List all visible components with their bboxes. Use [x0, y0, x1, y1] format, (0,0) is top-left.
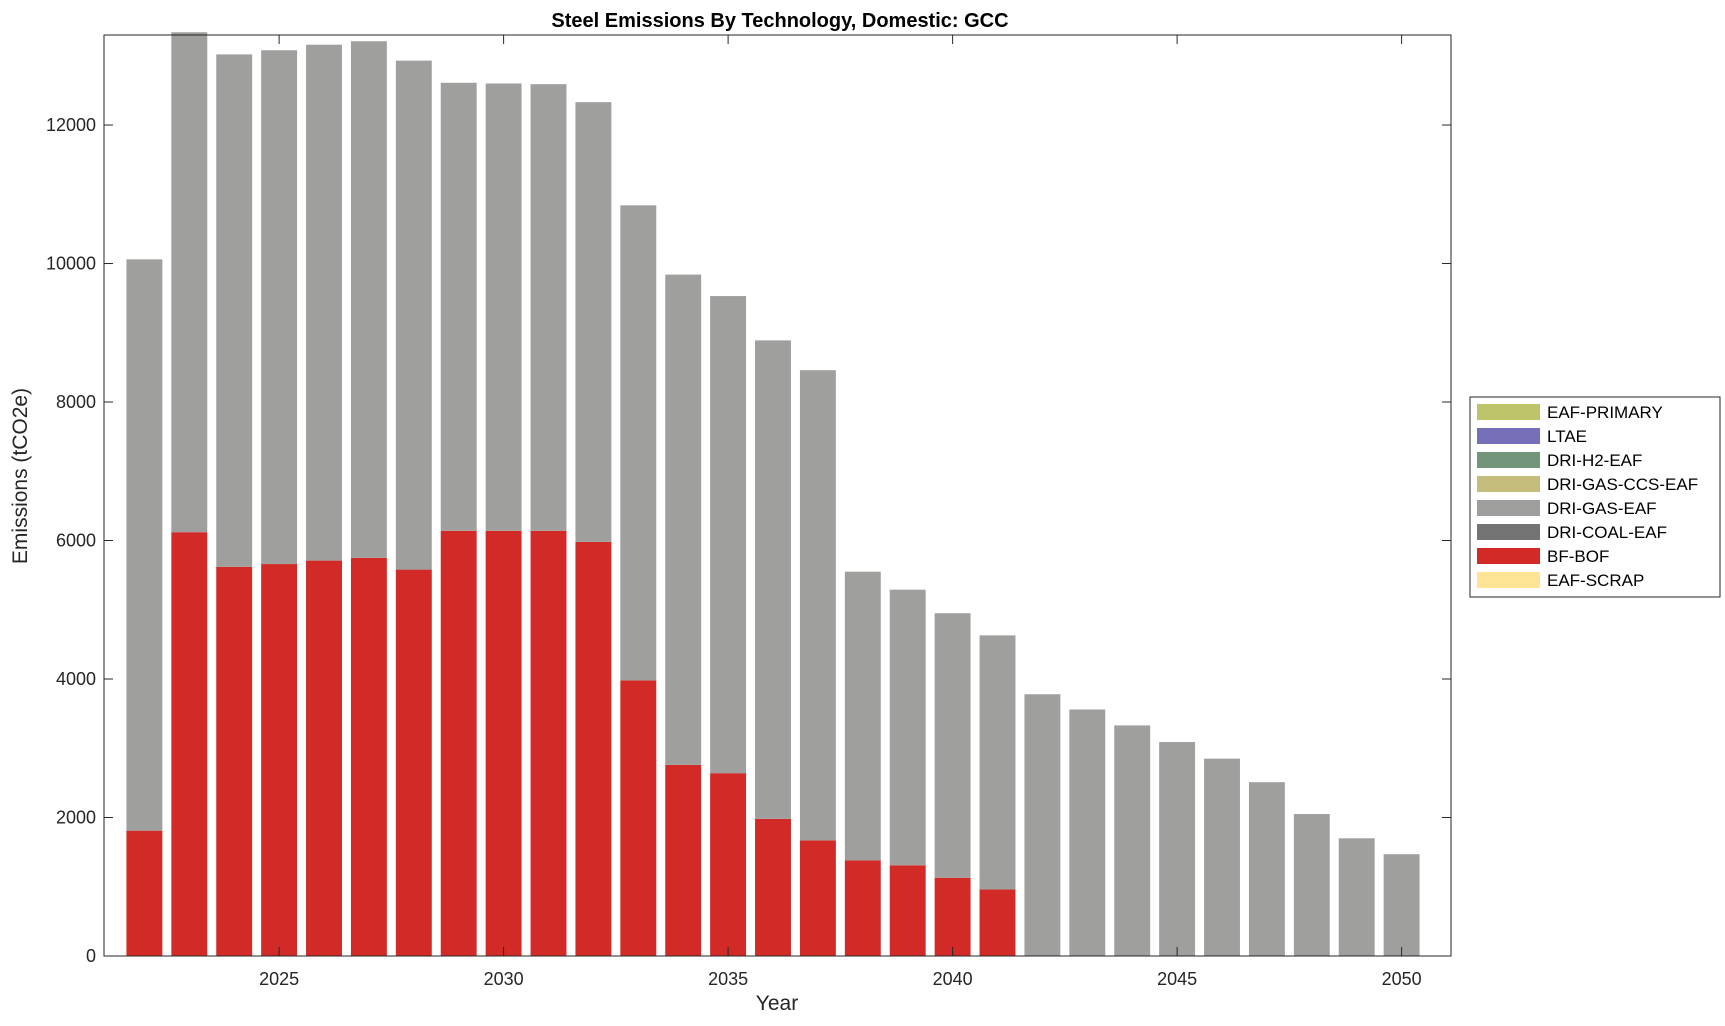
bar-dri-gas-eaf-2037 [799, 370, 836, 841]
legend-swatch-ltae [1477, 428, 1540, 444]
bar-dri-gas-eaf-2046 [1204, 758, 1240, 956]
bar-bf-bof-2024 [216, 566, 253, 956]
legend-label-dri-gas-ccs-eaf: DRI-GAS-CCS-EAF [1547, 475, 1698, 494]
bar-dri-gas-eaf-2034 [665, 274, 702, 765]
bar-dri-gas-eaf-2025 [261, 50, 298, 565]
y-tick-label: 6000 [56, 531, 96, 551]
legend-swatch-eaf-scrap [1477, 572, 1540, 588]
axes-layer: 2025 2030 2035 2040 2045 2050 0 2000 4000 6000 800… [46, 34, 1452, 989]
bar-dri-gas-eaf-2048 [1293, 814, 1330, 956]
bar-dri-gas-eaf-2024 [216, 54, 253, 567]
bar-dri-gas-eaf-2027 [350, 41, 387, 558]
bar-dri-gas-eaf-2033 [620, 205, 657, 681]
bar-bf-bof-2026 [306, 560, 342, 956]
chart-title: Steel Emissions By Technology, Domestic:… [551, 10, 1008, 32]
bar-bf-bof-2040 [934, 877, 971, 956]
bar-dri-gas-eaf-2050 [1383, 854, 1420, 956]
y-tick-label: 12000 [46, 115, 96, 135]
bar-dri-gas-eaf-2035 [710, 296, 747, 774]
legend-label-dri-gas-eaf: DRI-GAS-EAF [1547, 499, 1657, 518]
x-tick-label: 2050 [1382, 969, 1422, 989]
bar-bf-bof-2034 [665, 764, 702, 956]
legend-box [1469, 396, 1721, 598]
legend-swatch-eaf-primary [1477, 404, 1540, 420]
y-tick-label: 4000 [56, 669, 96, 689]
bar-dri-gas-eaf-2039 [889, 589, 926, 866]
legend-swatch-dri-h2-eaf [1477, 452, 1540, 468]
legend-swatch-dri-coal-eaf [1477, 524, 1540, 540]
legend-swatch-dri-gas-ccs-eaf [1477, 476, 1540, 492]
y-tick-label: 10000 [46, 254, 96, 274]
bar-bf-bof-2041 [979, 889, 1016, 956]
bar-bf-bof-2022 [126, 830, 163, 956]
bar-bf-bof-2028 [395, 569, 432, 956]
x-tick-label: 2030 [484, 969, 524, 989]
bars-layer [126, 32, 1420, 956]
legend-label-dri-h2-eaf: DRI-H2-EAF [1547, 451, 1642, 470]
x-axis-title: Year [756, 992, 798, 1015]
bar-dri-gas-eaf-2043 [1069, 709, 1106, 956]
bar-dri-gas-eaf-2049 [1338, 838, 1375, 956]
bar-bf-bof-2033 [620, 680, 657, 956]
bar-dri-gas-eaf-2031 [530, 84, 567, 531]
bar-dri-gas-eaf-2030 [485, 83, 522, 531]
bar-dri-gas-eaf-2029 [440, 82, 477, 531]
legend-swatch-dri-gas-eaf [1477, 500, 1540, 516]
y-tick-label: 0 [86, 946, 96, 966]
bar-bf-bof-2025 [261, 564, 298, 956]
bar-dri-gas-eaf-2040 [934, 613, 971, 878]
bar-bf-bof-2029 [440, 530, 477, 956]
bar-bf-bof-2036 [755, 818, 791, 956]
bar-bf-bof-2031 [530, 530, 567, 956]
bar-dri-gas-eaf-2047 [1248, 782, 1285, 956]
bar-dri-gas-eaf-2044 [1114, 725, 1151, 956]
bar-bf-bof-2032 [575, 541, 612, 956]
legend: EAF-PRIMARY LTAE DRI-H2-EAF DRI-GAS-CCS-EAF… [1469, 396, 1721, 598]
bar-bf-bof-2039 [889, 865, 926, 956]
bar-dri-gas-eaf-2032 [575, 102, 612, 542]
legend-label-eaf-primary: EAF-PRIMARY [1547, 403, 1663, 422]
y-tick-label: 2000 [56, 808, 96, 828]
legend-label-ltae: LTAE [1547, 427, 1587, 446]
x-tick-label: 2045 [1157, 969, 1197, 989]
bar-bf-bof-2037 [799, 840, 836, 956]
bar-dri-gas-eaf-2023 [171, 32, 208, 533]
legend-swatch-bf-bof [1477, 548, 1540, 564]
legend-label-bf-bof: BF-BOF [1547, 547, 1609, 566]
bar-dri-gas-eaf-2026 [306, 44, 342, 561]
y-tick-label: 8000 [56, 392, 96, 412]
bar-bf-bof-2027 [350, 557, 387, 956]
bar-dri-gas-eaf-2022 [126, 259, 163, 831]
bar-dri-gas-eaf-2028 [395, 60, 432, 570]
bar-bf-bof-2035 [710, 773, 747, 956]
bar-bf-bof-2030 [485, 530, 522, 956]
x-tick-label: 2035 [708, 969, 748, 989]
bar-dri-gas-eaf-2041 [979, 635, 1016, 890]
legend-label-eaf-scrap: EAF-SCRAP [1547, 571, 1644, 590]
bar-dri-gas-eaf-2042 [1024, 694, 1061, 956]
bar-bf-bof-2038 [844, 860, 881, 956]
bar-bf-bof-2023 [171, 532, 208, 956]
x-tick-label: 2040 [933, 969, 973, 989]
x-tick-label: 2025 [259, 969, 299, 989]
axes-box [103, 34, 1452, 957]
bar-dri-gas-eaf-2038 [844, 571, 881, 861]
bar-dri-gas-eaf-2036 [755, 340, 791, 819]
legend-label-dri-coal-eaf: DRI-COAL-EAF [1547, 523, 1667, 542]
y-axis-title: Emissions (tCO2e) [9, 388, 32, 564]
bar-dri-gas-eaf-2045 [1159, 742, 1196, 956]
